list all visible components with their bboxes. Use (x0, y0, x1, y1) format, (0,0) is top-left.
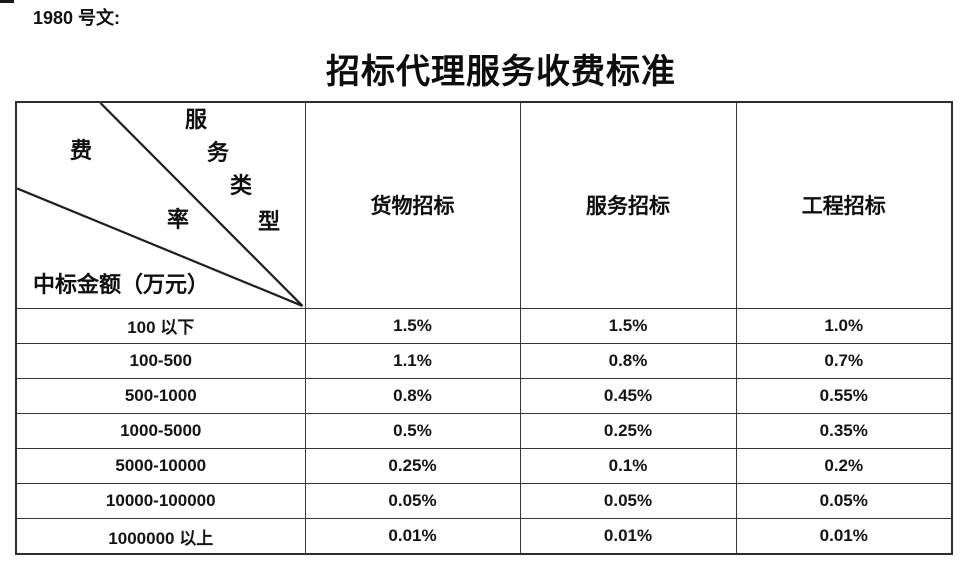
fee-value-cell: 0.5% (304, 413, 521, 450)
fee-value-cell: 1.0% (735, 307, 953, 345)
table-row: 100-500 1.1% 0.8% 0.7% (15, 343, 953, 380)
corner-amount-label: 中标金额（万元） (33, 272, 210, 297)
doc-number-label: 1980 号文: (33, 8, 121, 28)
table-row: 1000000 以上 0.01% 0.01% 0.01% (15, 518, 953, 555)
row-range-cell: 1000000 以上 (15, 518, 306, 555)
table-row: 1000-5000 0.5% 0.25% 0.35% (15, 413, 953, 450)
fee-value-cell: 0.05% (735, 483, 953, 520)
fee-value-cell: 0.1% (519, 448, 737, 485)
fee-value-cell: 0.8% (304, 378, 521, 415)
page-edge-artifact (0, 0, 14, 3)
fee-value-cell: 0.25% (304, 448, 521, 485)
fee-value-cell: 1.5% (519, 307, 737, 345)
corner-type-char: 务 (207, 140, 230, 165)
diagonal-lines (17, 103, 304, 307)
table-row: 100 以下 1.5% 1.5% 1.0% (15, 307, 953, 345)
table-row: 10000-100000 0.05% 0.05% 0.05% (15, 483, 953, 520)
fee-value-cell: 0.01% (519, 518, 737, 555)
corner-type-char: 服 (185, 107, 208, 132)
table-row: 500-1000 0.8% 0.45% 0.55% (15, 378, 953, 415)
diagonal-line-lower (17, 187, 303, 307)
fee-value-cell: 0.25% (519, 413, 737, 450)
row-range-cell: 100-500 (15, 343, 306, 380)
row-range-cell: 500-1000 (15, 378, 306, 415)
row-range-cell: 5000-10000 (15, 448, 306, 485)
row-range-cell: 1000-5000 (15, 413, 306, 450)
fee-standard-table: 服 务 类 型 费 率 中标金额（万元） 货物招标 服务招标 工程招标 100 … (15, 101, 953, 555)
fee-value-cell: 0.35% (735, 413, 953, 450)
column-header-service: 服务招标 (519, 101, 737, 309)
fee-value-cell: 0.55% (735, 378, 953, 415)
column-header-engineering: 工程招标 (735, 101, 953, 309)
diagonal-line-upper (99, 103, 304, 307)
fee-value-cell: 0.05% (304, 483, 521, 520)
fee-value-cell: 0.01% (304, 518, 521, 555)
table-header-row: 服 务 类 型 费 率 中标金额（万元） 货物招标 服务招标 工程招标 (15, 101, 953, 309)
fee-value-cell: 0.8% (519, 343, 737, 380)
corner-rate-char: 率 (167, 207, 190, 232)
fee-value-cell: 0.7% (735, 343, 953, 380)
page-title: 招标代理服务收费标准 (326, 54, 676, 91)
diagonal-corner-cell: 服 务 类 型 费 率 中标金额（万元） (15, 101, 306, 309)
table-row: 5000-10000 0.25% 0.1% 0.2% (15, 448, 953, 485)
row-range-cell: 10000-100000 (15, 483, 306, 520)
fee-value-cell: 0.01% (735, 518, 953, 555)
column-header-goods: 货物招标 (304, 101, 521, 309)
corner-rate-char: 费 (70, 138, 93, 163)
corner-type-char: 类 (230, 173, 253, 198)
fee-value-cell: 0.45% (519, 378, 737, 415)
fee-value-cell: 1.5% (304, 307, 521, 345)
fee-value-cell: 1.1% (304, 343, 521, 380)
fee-value-cell: 0.05% (519, 483, 737, 520)
fee-value-cell: 0.2% (735, 448, 953, 485)
corner-type-char: 型 (258, 209, 281, 234)
row-range-cell: 100 以下 (15, 307, 306, 345)
